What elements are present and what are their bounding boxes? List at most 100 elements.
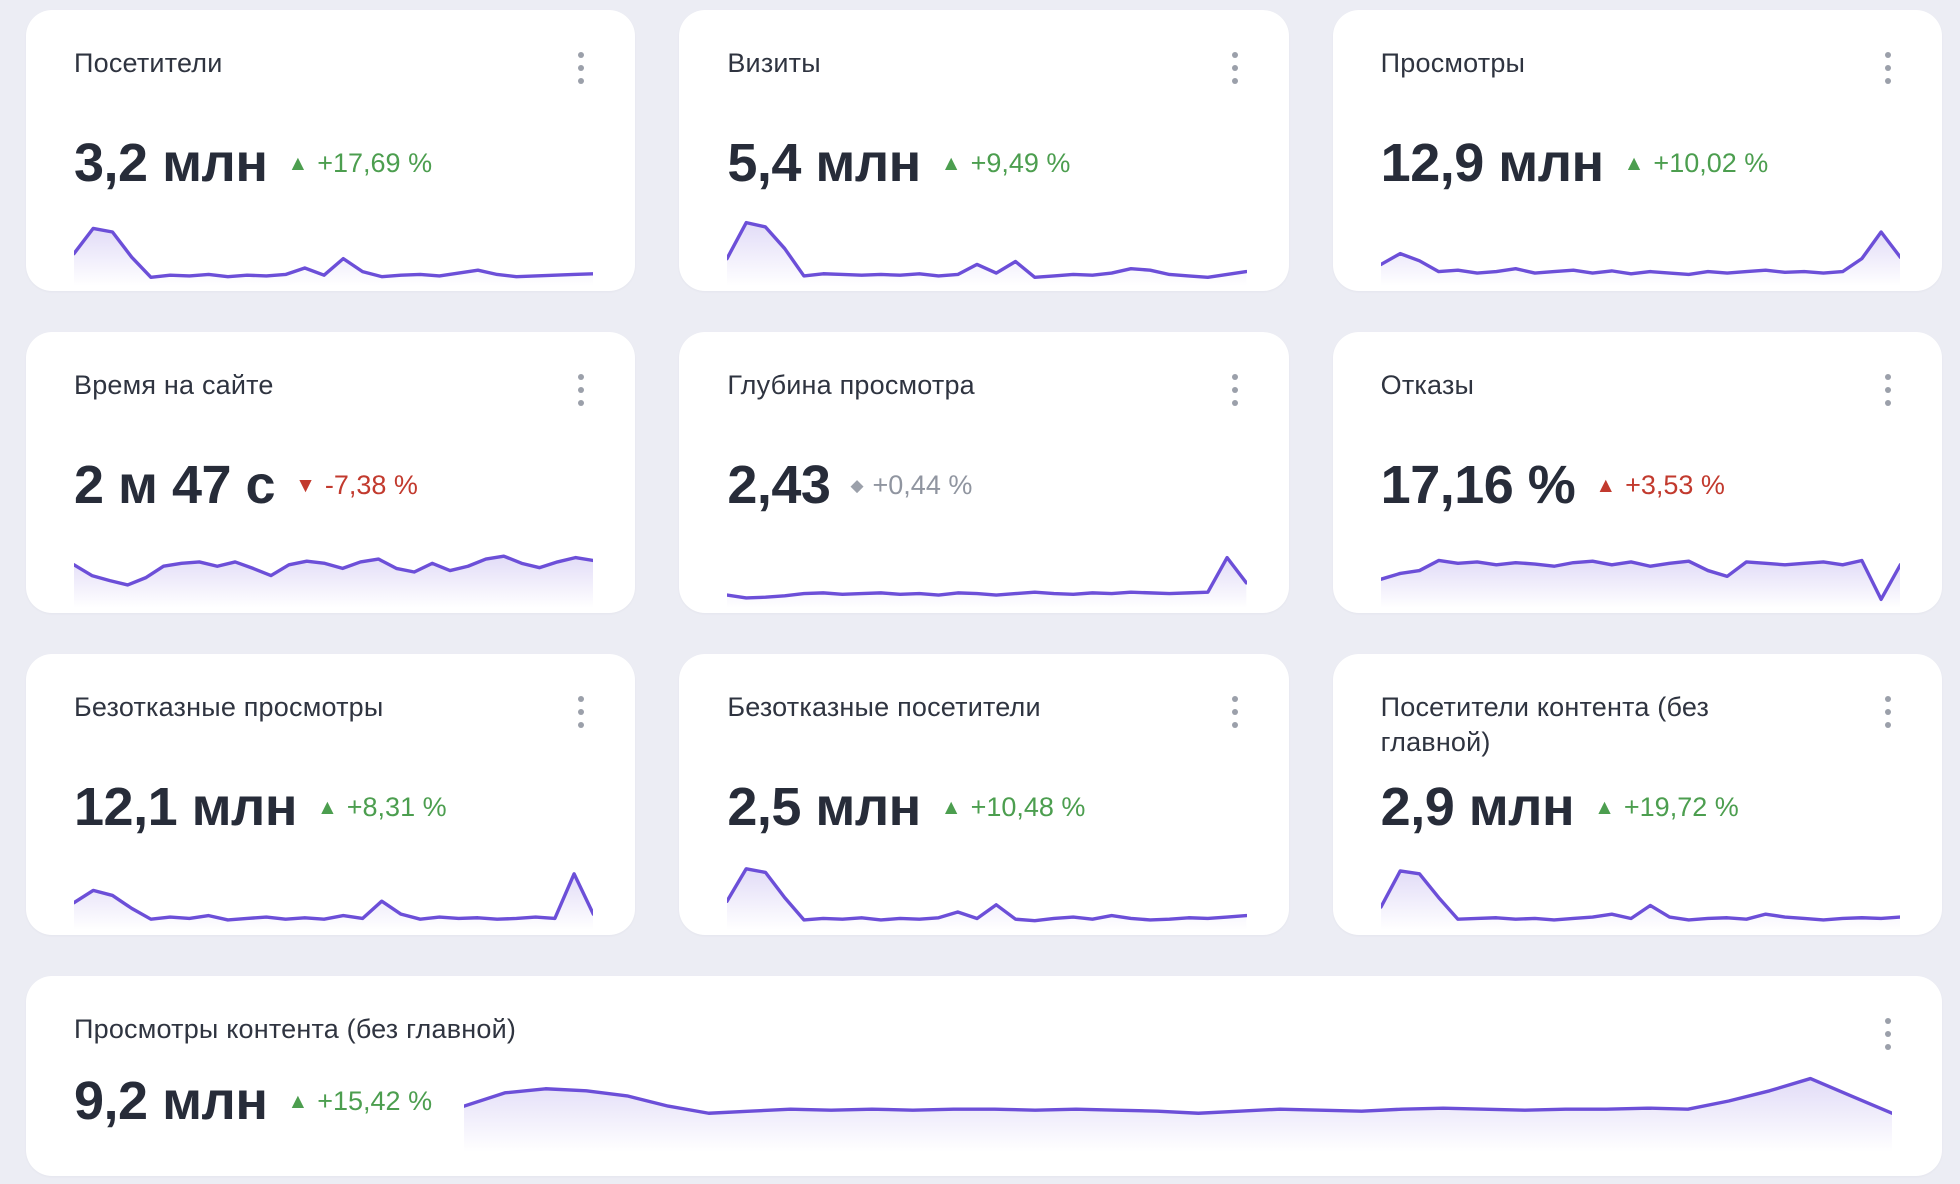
delta-percent: +9,49 % <box>970 147 1071 178</box>
metric-card: Безотказные посетители 2,5 млн ▲ +10,48 … <box>679 654 1289 935</box>
metric-value-row: 2,5 млн ▲ +10,48 % <box>727 776 1085 838</box>
kebab-menu-button[interactable] <box>1221 694 1249 730</box>
sparkline-area <box>74 556 594 608</box>
sparkline-svg <box>727 214 1247 286</box>
delta-badge: ▲ +10,02 % <box>1624 148 1769 179</box>
metric-value: 2 м 47 с <box>74 455 276 515</box>
sparkline-svg <box>74 858 594 930</box>
kebab-dot-icon <box>578 52 585 58</box>
sparkline-area <box>74 228 594 286</box>
sparkline-chart <box>1380 214 1900 286</box>
sparkline-line <box>74 556 593 585</box>
sparkline-svg <box>727 858 1247 930</box>
kebab-dot-icon <box>578 65 585 71</box>
trend-down-icon: ▼ <box>295 473 316 497</box>
metric-value-row: 17,16 % ▲ +3,53 % <box>1381 454 1725 516</box>
kebab-menu-button[interactable] <box>567 50 595 86</box>
kebab-menu-button[interactable] <box>567 694 595 730</box>
sparkline-chart <box>1380 858 1900 930</box>
delta-badge: ▲ +8,31 % <box>317 792 447 823</box>
metric-value-row: 2 м 47 с ▼ -7,38 % <box>74 454 418 516</box>
sparkline-chart <box>74 214 594 286</box>
kebab-dot-icon <box>1231 374 1238 380</box>
kebab-dot-icon <box>1884 709 1891 715</box>
sparkline-line <box>74 874 593 920</box>
sparkline-area <box>1380 232 1900 286</box>
sparkline-line <box>727 558 1246 598</box>
kebab-dot-icon <box>1231 400 1238 406</box>
delta-badge: ▼ -7,38 % <box>295 470 418 501</box>
kebab-menu-button[interactable] <box>1874 1016 1902 1052</box>
kebab-dot-icon <box>1884 696 1891 702</box>
delta-percent: +19,72 % <box>1623 791 1739 822</box>
kebab-dot-icon <box>1231 696 1238 702</box>
metric-card: Визиты 5,4 млн ▲ +9,49 % <box>679 10 1289 291</box>
metric-value: 12,9 млн <box>1380 133 1604 193</box>
sparkline-line <box>1381 560 1900 599</box>
sparkline-svg <box>74 536 594 608</box>
kebab-menu-button[interactable] <box>1874 694 1902 730</box>
kebab-dot-icon <box>578 400 585 406</box>
delta-percent: +0,44 % <box>872 469 973 500</box>
kebab-dot-icon <box>1884 374 1891 380</box>
metric-title: Безотказные просмотры <box>74 692 384 722</box>
metric-card: Посетители 3,2 млн ▲ +17,69 % <box>26 10 636 291</box>
sparkline-line <box>1381 232 1900 274</box>
kebab-dot-icon <box>1231 78 1238 84</box>
trend-up-icon: ▲ <box>287 151 309 175</box>
kebab-dot-icon <box>1884 1018 1891 1024</box>
sparkline-chart <box>727 536 1247 608</box>
kebab-dot-icon <box>1231 65 1238 71</box>
kebab-dot-icon <box>1884 387 1891 393</box>
trend-up-icon: ▲ <box>1623 151 1645 175</box>
delta-percent: +15,42 % <box>317 1085 433 1116</box>
delta-badge: ▲ +3,53 % <box>1595 470 1725 501</box>
sparkline-svg <box>727 536 1247 608</box>
kebab-menu-button[interactable] <box>1874 372 1902 408</box>
kebab-dot-icon <box>1231 709 1238 715</box>
sparkline-svg <box>464 1050 1892 1152</box>
delta-badge: ◆ +0,44 % <box>850 470 972 501</box>
metric-value: 5,4 млн <box>727 133 921 193</box>
metric-card: Отказы 17,16 % ▲ +3,53 % <box>1332 332 1942 613</box>
metric-title: Глубина просмотра <box>727 370 975 400</box>
delta-percent: +10,02 % <box>1653 147 1769 178</box>
sparkline-chart <box>727 214 1247 286</box>
metric-value-row: 12,1 млн ▲ +8,31 % <box>74 776 447 838</box>
kebab-dot-icon <box>1884 52 1891 58</box>
delta-badge: ▲ +15,42 % <box>287 1086 432 1117</box>
kebab-menu-button[interactable] <box>1874 50 1902 86</box>
sparkline-chart <box>727 858 1247 930</box>
metric-value-row: 2,9 млн ▲ +19,72 % <box>1381 776 1739 838</box>
delta-percent: +3,53 % <box>1625 469 1725 500</box>
kebab-menu-button[interactable] <box>567 372 595 408</box>
metric-title: Визиты <box>727 48 821 78</box>
sparkline-line <box>464 1079 1892 1114</box>
kebab-dot-icon <box>578 696 585 702</box>
metric-title: Посетители контента (без главной) <box>1380 692 1710 757</box>
metric-value: 17,16 % <box>1380 455 1576 515</box>
kebab-dot-icon <box>1884 722 1891 728</box>
kebab-dot-icon <box>1231 722 1238 728</box>
sparkline-chart <box>74 858 594 930</box>
metric-title: Время на сайте <box>74 370 274 400</box>
metric-card: Просмотры контента (без главной) 9,2 млн… <box>26 976 1942 1176</box>
delta-badge: ▲ +19,72 % <box>1594 792 1739 823</box>
sparkline-line <box>1381 871 1900 920</box>
metric-value: 2,5 млн <box>727 777 921 837</box>
metric-value: 3,2 млн <box>74 133 268 193</box>
sparkline-chart <box>1380 536 1900 608</box>
sparkline-chart <box>464 1050 1892 1152</box>
metric-value-row: 3,2 млн ▲ +17,69 % <box>74 132 432 194</box>
trend-up-icon: ▲ <box>940 795 962 819</box>
sparkline-area <box>74 873 594 930</box>
kebab-menu-button[interactable] <box>1221 50 1249 86</box>
metric-value-row: 5,4 млн ▲ +9,49 % <box>727 132 1070 194</box>
sparkline-area <box>464 1078 1892 1152</box>
delta-badge: ▲ +10,48 % <box>941 792 1086 823</box>
trend-flat-icon: ◆ <box>850 475 864 495</box>
kebab-dot-icon <box>1884 400 1891 406</box>
kebab-menu-button[interactable] <box>1221 372 1249 408</box>
metric-card: Безотказные просмотры 12,1 млн ▲ +8,31 % <box>26 654 636 935</box>
